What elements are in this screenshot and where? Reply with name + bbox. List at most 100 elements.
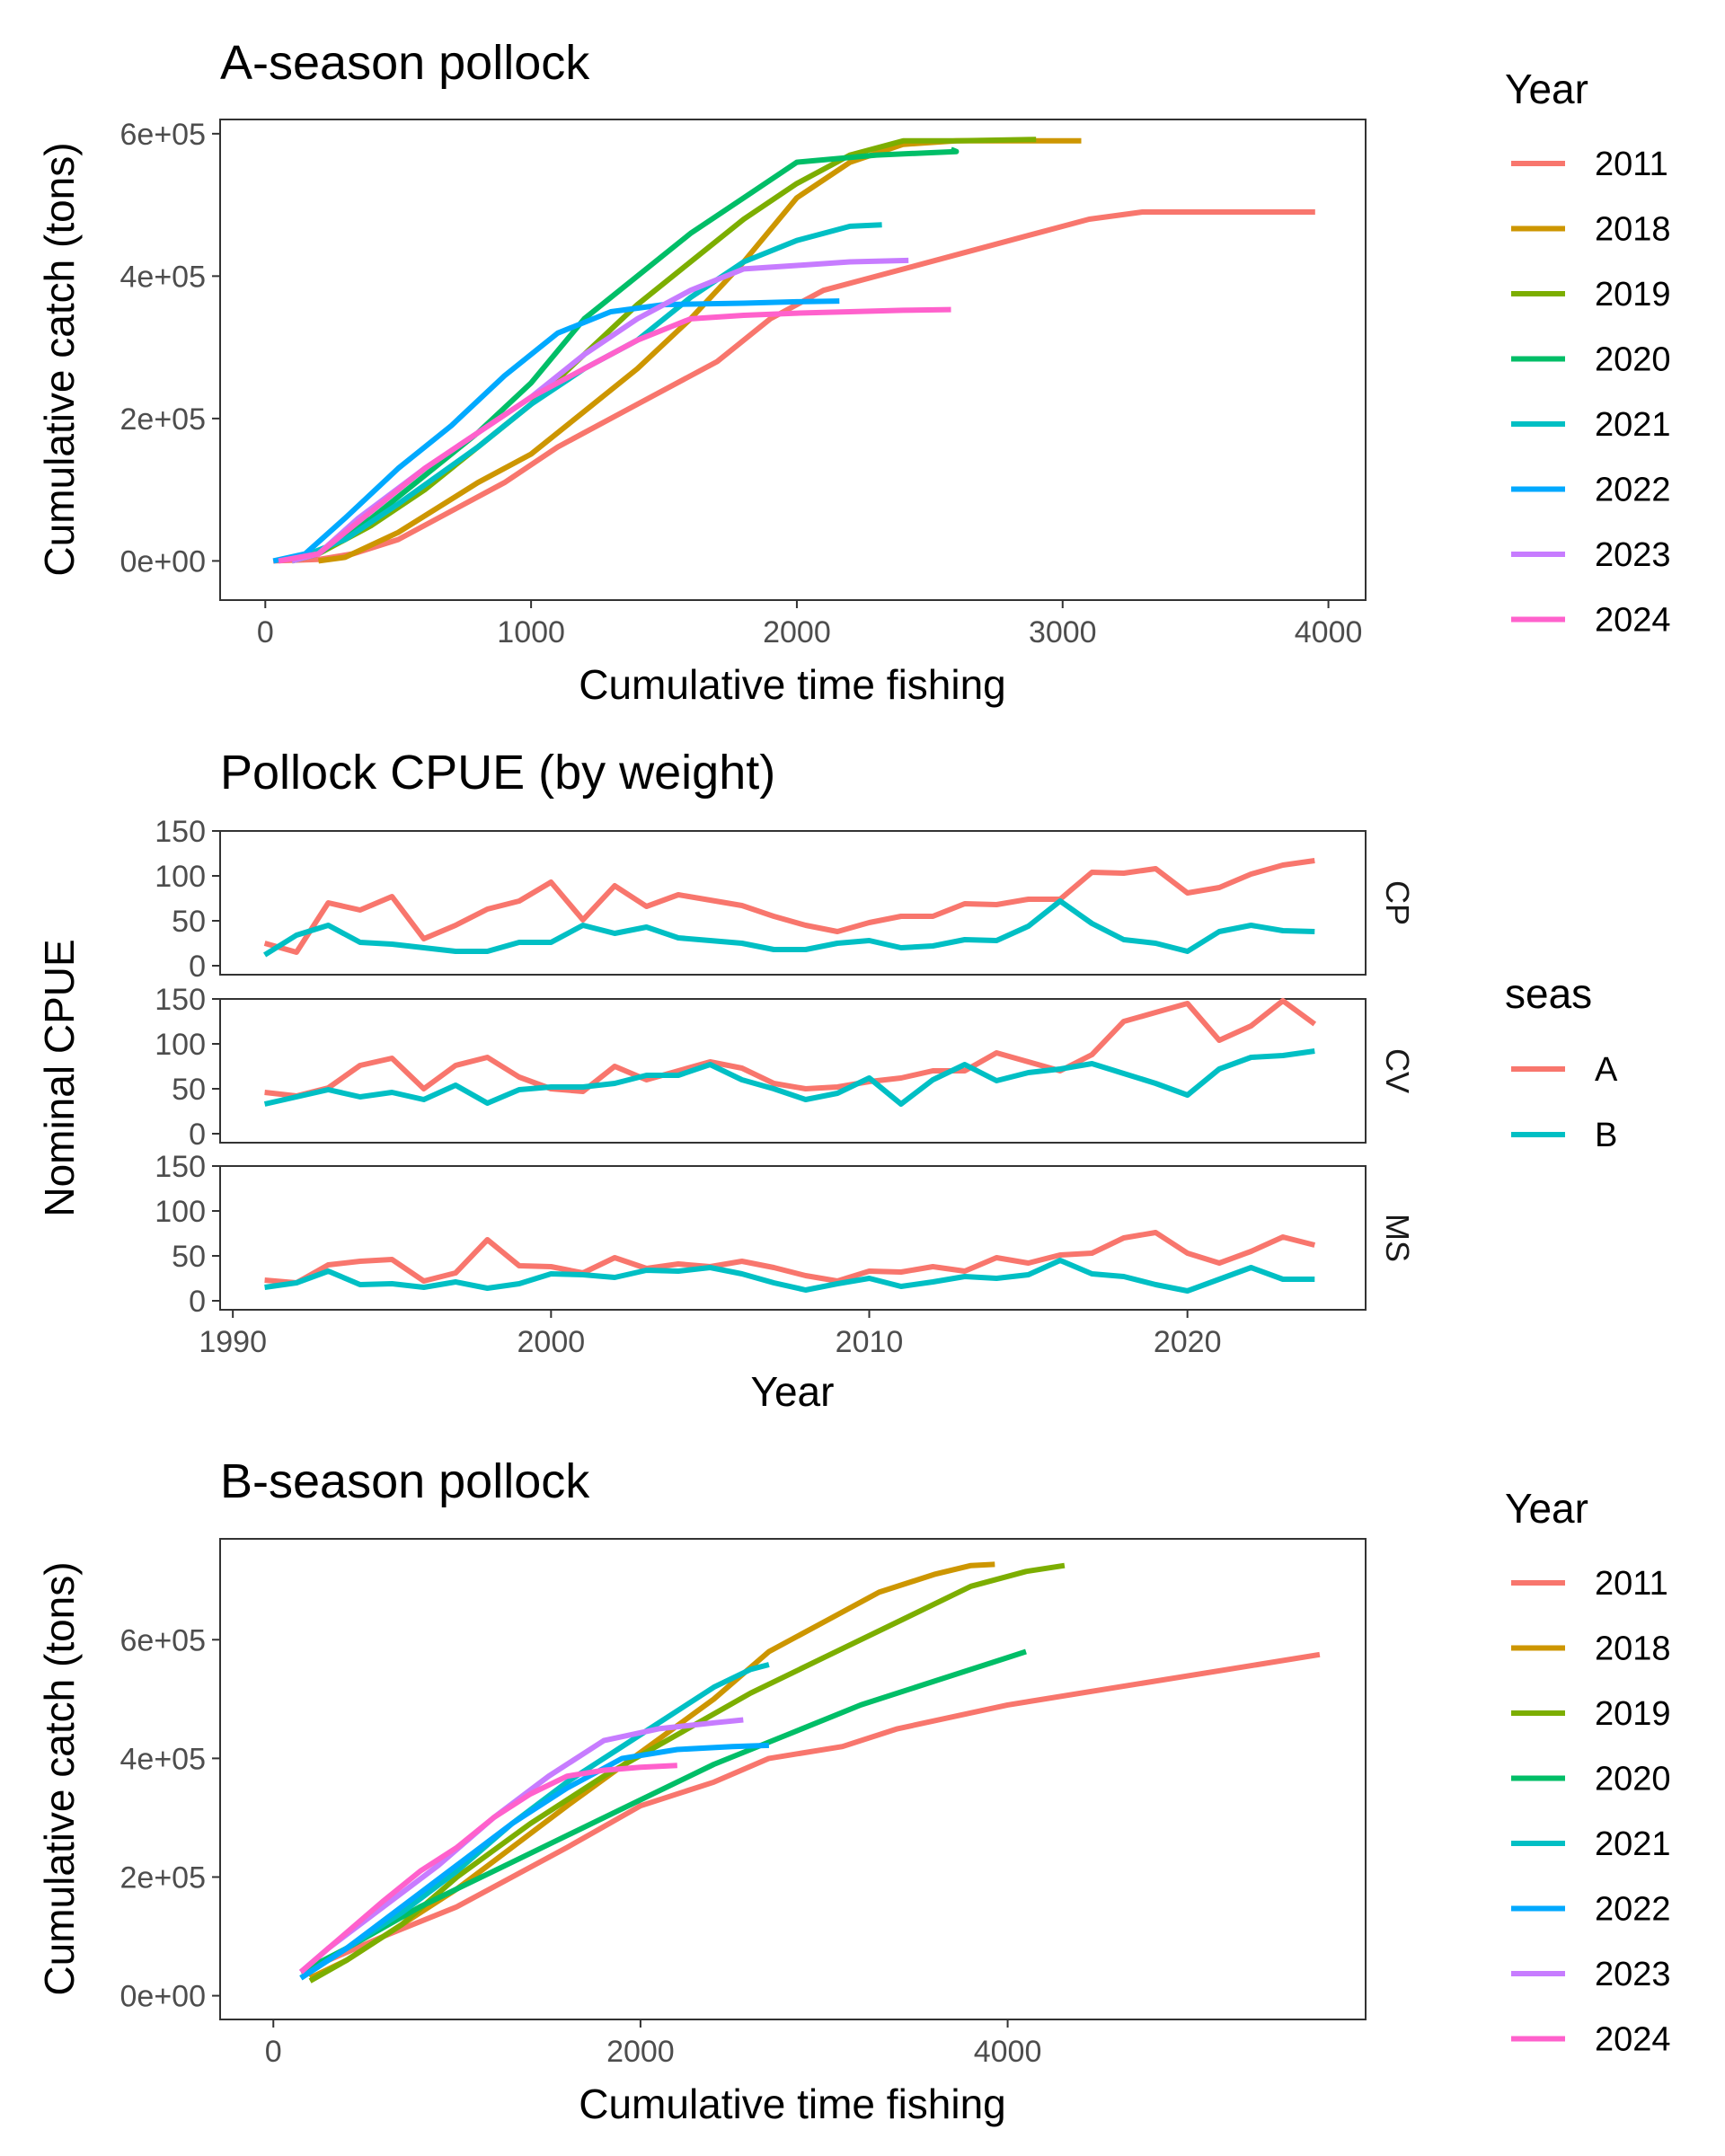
- cpue-series-MS-B: [264, 1258, 1315, 1294]
- cpue-y-tick-label: 0: [189, 1285, 206, 1319]
- chart-b-legend-label-2018: 2018: [1595, 1630, 1671, 1668]
- chart-a-legend-label-2022: 2022: [1595, 472, 1671, 509]
- chart-b-legend-label-2019: 2019: [1595, 1695, 1671, 1733]
- chart-b-series-2020: [299, 1648, 1027, 1975]
- chart-a-legend: Year 2011 2018 2019 2020 2021 2022 2023 2024: [1505, 66, 1671, 640]
- chart-b-x-tick-label: 2000: [606, 2035, 675, 2069]
- chart-a-series-2024: [278, 306, 951, 564]
- chart-a-legend-label-2020: 2020: [1595, 341, 1671, 379]
- cpue-y-tick-label: 50: [172, 1073, 206, 1107]
- cpue-series-CV-A: [264, 998, 1317, 1099]
- cpue-panel-MS: 0 50 100 150 MS: [155, 1150, 1416, 1319]
- chart-b-plot-border: [219, 1538, 1367, 2020]
- chart-b-axes: 0 2000 4000 0e+00 2e+05 4e+05 6e+05: [120, 1623, 1042, 2069]
- cpue-legend-label-B: B: [1595, 1117, 1617, 1154]
- chart-a-legend-title: Year: [1505, 66, 1588, 112]
- cpue-strip-label-CV: CV: [1379, 1048, 1416, 1093]
- chart-a-series-2023: [291, 257, 909, 564]
- chart-b-series-2019: [308, 1562, 1066, 1984]
- chart-b-title: B-season pollock: [220, 1454, 590, 1508]
- chart-b-season: B-season pollock 0 2000 4000 0e+00 2e+05 4e+0…: [36, 1454, 1671, 2127]
- chart-a-x-tick-label: 3000: [1029, 615, 1097, 649]
- cpue-panel-border: [219, 1165, 1367, 1311]
- cpue-panel-border: [219, 998, 1367, 1144]
- chart-cpue: Pollock CPUE (by weight) 0 50 100 150 CP 0 50 1…: [36, 746, 1618, 1415]
- cpue-y-tick-label: 50: [172, 905, 206, 939]
- cpue-legend-label-A: A: [1595, 1051, 1618, 1089]
- chart-a-series-2019: [291, 137, 1037, 564]
- chart-b-xlabel: Cumulative time fishing: [579, 2081, 1006, 2127]
- chart-a-x-tick-label: 0: [257, 615, 274, 649]
- chart-a-x-tick-label: 1000: [497, 615, 565, 649]
- chart-b-legend-label-2021: 2021: [1595, 1825, 1671, 1863]
- chart-a-y-tick-label: 0e+00: [120, 544, 207, 579]
- cpue-x-tick-label: 2010: [836, 1325, 904, 1359]
- chart-a-legend-label-2011: 2011: [1595, 146, 1668, 183]
- chart-b-ylabel: Cumulative catch (tons): [36, 1561, 83, 1995]
- chart-a-y-tick-label: 6e+05: [120, 118, 207, 152]
- chart-a-x-tick-label: 2000: [763, 615, 831, 649]
- chart-b-legend-label-2020: 2020: [1595, 1761, 1671, 1798]
- chart-b-legend-label-2023: 2023: [1595, 1956, 1671, 1993]
- cpue-y-tick-label: 100: [155, 1195, 206, 1229]
- cpue-panel-CV: 0 50 100 150 CV: [155, 983, 1416, 1152]
- chart-a-legend-label-2023: 2023: [1595, 536, 1671, 574]
- chart-b-legend-label-2024: 2024: [1595, 2021, 1671, 2059]
- chart-a-axes: 0 1000 2000 3000 4000 0e+00 2e+05 4e+05 6e+05: [120, 118, 1363, 649]
- cpue-strip-label-CP: CP: [1379, 880, 1416, 925]
- chart-b-series-2011: [299, 1651, 1321, 1975]
- chart-b-series-2021: [299, 1662, 770, 1981]
- chart-a-series-2011: [273, 209, 1315, 564]
- cpue-y-tick-label: 0: [189, 950, 206, 984]
- chart-cpue-title: Pollock CPUE (by weight): [220, 746, 775, 800]
- chart-a-season: A-season pollock 0 1000 2000 3000 4000 0e+00 2…: [36, 36, 1671, 708]
- chart-a-xlabel: Cumulative time fishing: [579, 661, 1006, 708]
- chart-b-lines: [298, 1561, 1321, 1984]
- cpue-x-tick-label: 2000: [518, 1325, 586, 1359]
- cpue-y-tick-label: 100: [155, 1028, 206, 1062]
- chart-a-lines: [272, 137, 1315, 564]
- chart-b-series-2024: [298, 1763, 677, 1975]
- cpue-y-tick-label: 50: [172, 1240, 206, 1274]
- chart-b-x-tick-label: 0: [265, 2035, 282, 2069]
- chart-b-series-2022: [299, 1742, 769, 1981]
- chart-b-legend-title: Year: [1505, 1485, 1588, 1532]
- chart-a-series-2020: [291, 146, 960, 564]
- chart-b-legend-label-2011: 2011: [1595, 1565, 1668, 1603]
- cpue-strip-label-MS: MS: [1379, 1214, 1416, 1262]
- chart-a-legend-label-2018: 2018: [1595, 211, 1671, 249]
- chart-cpue-legend-title: seas: [1505, 970, 1592, 1017]
- chart-b-legend: Year 2011 2018 2019 2020 2021 2022 2023 2024: [1505, 1485, 1671, 2059]
- cpue-panel-CP: 0 50 100 150 CP: [155, 815, 1416, 984]
- chart-a-x-tick-label: 4000: [1295, 615, 1363, 649]
- chart-b-y-tick-label: 2e+05: [120, 1860, 207, 1895]
- chart-a-series-2022: [272, 298, 840, 564]
- cpue-series-CP-A: [263, 858, 1315, 955]
- cpue-x-tick-label: 2020: [1154, 1325, 1222, 1359]
- chart-a-legend-label-2024: 2024: [1595, 602, 1671, 640]
- chart-b-x-tick-label: 4000: [974, 2035, 1042, 2069]
- cpue-panel-border: [219, 830, 1367, 976]
- cpue-y-tick-label: 150: [155, 1150, 206, 1184]
- chart-cpue-panels: 0 50 100 150 CP 0 50 100 150 CV 0 50 100 150 MS: [155, 815, 1416, 1319]
- chart-b-y-tick-label: 4e+05: [120, 1742, 207, 1776]
- chart-a-legend-label-2019: 2019: [1595, 276, 1671, 314]
- cpue-series-CP-B: [263, 898, 1315, 958]
- chart-a-title: A-season pollock: [220, 36, 590, 90]
- cpue-y-tick-label: 100: [155, 860, 206, 894]
- chart-a-series-2018: [318, 137, 1082, 564]
- chart-a-legend-label-2021: 2021: [1595, 406, 1671, 444]
- chart-a-ylabel: Cumulative catch (tons): [36, 142, 83, 576]
- chart-b-legend-label-2022: 2022: [1595, 1891, 1671, 1929]
- chart-cpue-ylabel: Nominal CPUE: [36, 939, 83, 1216]
- cpue-y-tick-label: 150: [155, 983, 206, 1017]
- cpue-series-CV-B: [263, 1048, 1315, 1107]
- chart-a-y-tick-label: 4e+05: [120, 260, 207, 294]
- chart-b-y-tick-label: 6e+05: [120, 1623, 207, 1657]
- chart-a-plot-border: [219, 119, 1367, 601]
- chart-b-y-tick-label: 0e+00: [120, 1980, 207, 2014]
- cpue-y-tick-label: 150: [155, 815, 206, 849]
- cpue-series-MS-A: [264, 1230, 1316, 1286]
- chart-cpue-legend: seas AB: [1505, 970, 1618, 1154]
